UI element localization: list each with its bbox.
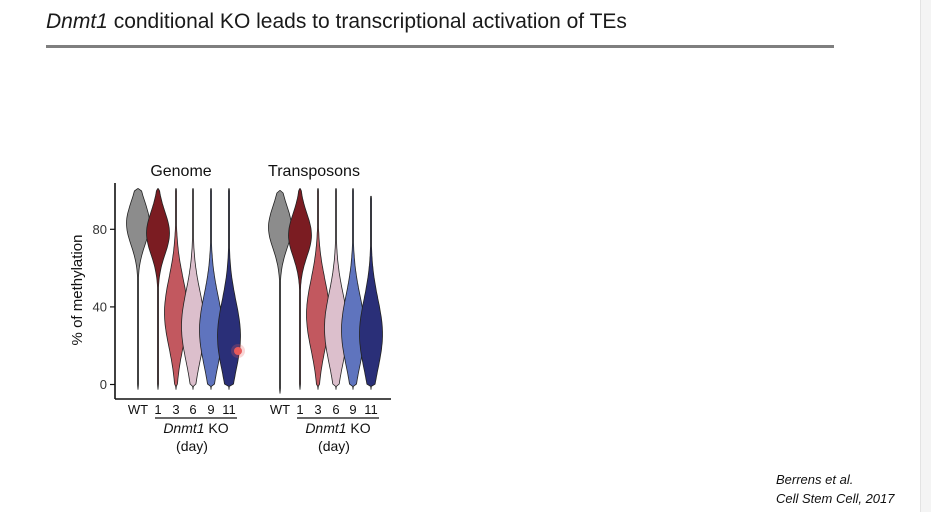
y-axis-label: % of methylation <box>69 235 86 346</box>
x-tick-label: 6 <box>189 402 196 417</box>
y-tick-label: 40 <box>93 299 107 314</box>
panel-title: Transposons <box>268 163 360 180</box>
ko-group-sublabel: (day) <box>318 438 350 454</box>
x-tick-label: 3 <box>314 402 321 417</box>
x-tick-label: WT <box>270 402 290 417</box>
x-tick-label: 1 <box>296 402 303 417</box>
violin-transposons-3 <box>306 188 330 390</box>
violin-genome-9 <box>199 188 223 390</box>
violin-genome-6 <box>181 188 205 390</box>
violin-transposons-9 <box>341 188 365 390</box>
title-gene-name: Dnmt1 <box>46 10 108 33</box>
ko-group-sublabel: (day) <box>176 438 208 454</box>
slide-title: Dnmt1 conditional KO leads to transcript… <box>46 10 627 34</box>
x-tick-label: 3 <box>172 402 179 417</box>
cursor-highlight <box>234 347 242 355</box>
y-tick-label: 0 <box>100 377 107 392</box>
x-tick-label: 6 <box>332 402 339 417</box>
title-text: conditional KO leads to transcriptional … <box>107 10 627 33</box>
title-underline <box>46 45 834 48</box>
violin-transposons-WT <box>268 190 292 394</box>
violin-transposons-6 <box>324 188 348 390</box>
violin-transposons-11 <box>359 195 383 390</box>
x-tick-label: 9 <box>207 402 214 417</box>
x-tick-label: 11 <box>222 402 236 417</box>
window-edge <box>920 0 931 512</box>
ko-group-label: Dnmt1 KO <box>305 420 370 436</box>
ko-group-label: Dnmt1 KO <box>163 420 228 436</box>
y-tick-label: 80 <box>93 222 107 237</box>
citation-authors: Berrens et al. <box>776 472 854 487</box>
violin-transposons-1 <box>288 188 312 390</box>
violin-genome-3 <box>164 188 188 390</box>
violin-genome-WT <box>126 188 150 390</box>
violin-genome-1 <box>146 188 170 390</box>
x-tick-label: 11 <box>364 402 378 417</box>
violin-genome-11 <box>217 188 241 390</box>
x-tick-label: 9 <box>349 402 356 417</box>
panel-title: Genome <box>150 163 211 180</box>
x-tick-label: WT <box>128 402 148 417</box>
x-tick-label: 1 <box>154 402 161 417</box>
citation: Berrens et al. Cell Stem Cell, 2017 <box>776 470 895 508</box>
citation-journal: Cell Stem Cell, 2017 <box>776 491 895 506</box>
